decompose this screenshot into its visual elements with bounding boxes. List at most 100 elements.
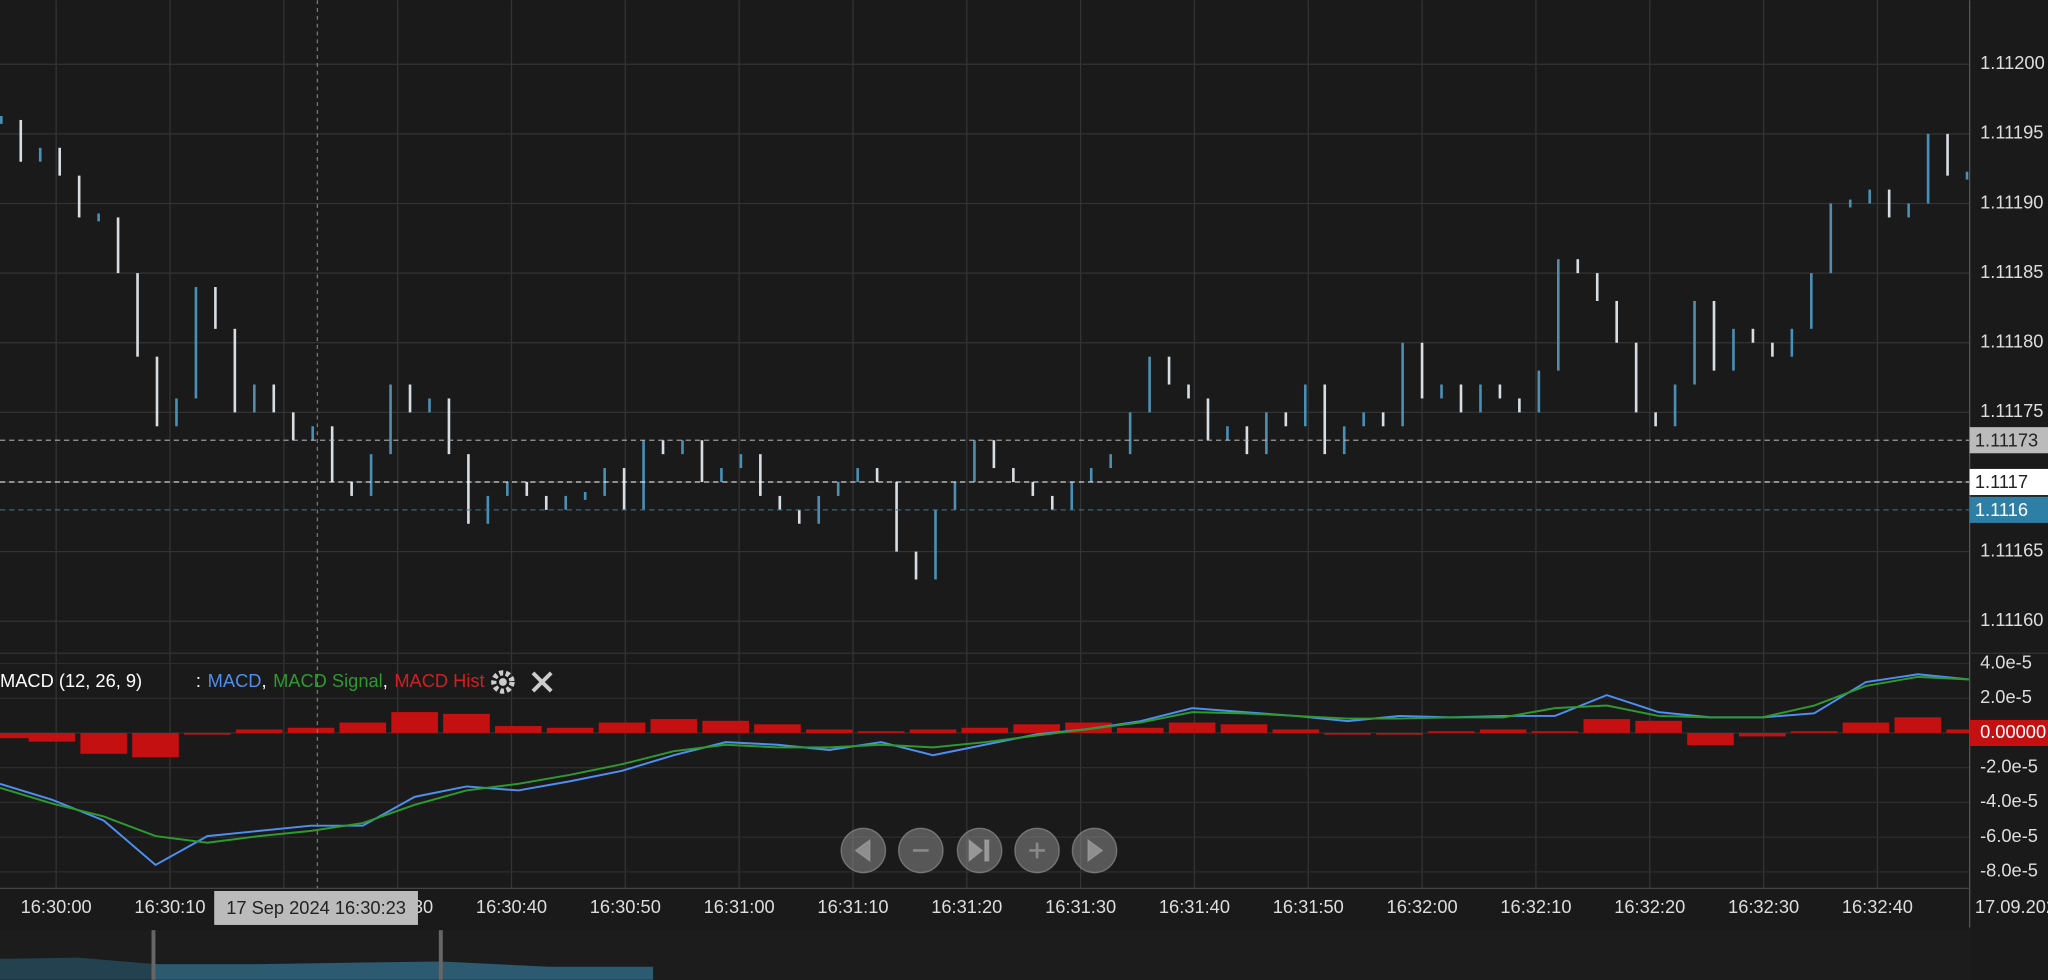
y-tick-label: 1.11195 bbox=[1980, 122, 2043, 143]
price-tick bbox=[1849, 200, 1852, 208]
legend-entry: MACD Hist bbox=[394, 670, 484, 691]
price-tick bbox=[1596, 273, 1599, 301]
price-tick bbox=[292, 412, 295, 440]
price-tick bbox=[311, 426, 314, 440]
price-label: 1.1117 bbox=[1975, 471, 2028, 492]
price-tick bbox=[234, 329, 237, 413]
price-tick bbox=[876, 468, 879, 482]
histogram-bar bbox=[236, 729, 283, 732]
price-tick bbox=[350, 482, 353, 496]
price-tick bbox=[1187, 385, 1190, 399]
x-tick-label: 16:32:00 bbox=[1387, 896, 1458, 917]
x-tick-label: 16:31:10 bbox=[817, 896, 888, 917]
price-tick bbox=[1752, 329, 1755, 343]
price-tick bbox=[1499, 385, 1502, 399]
price-tick bbox=[506, 482, 509, 496]
x-tick-label: 16:30:10 bbox=[134, 896, 205, 917]
price-tick bbox=[1479, 385, 1482, 413]
histogram-bar bbox=[340, 723, 387, 733]
y-tick-label: -2.0e-5 bbox=[1980, 756, 2038, 777]
y-tick-label: 1.11160 bbox=[1980, 609, 2043, 630]
price-tick bbox=[1557, 259, 1560, 370]
price-tick bbox=[1070, 482, 1073, 510]
price-tick bbox=[1090, 468, 1093, 482]
histogram-bar bbox=[1169, 723, 1216, 733]
price-tick bbox=[195, 287, 198, 398]
price-tick bbox=[895, 482, 898, 552]
price-tick bbox=[1693, 301, 1696, 385]
price-tick bbox=[1460, 385, 1463, 413]
legend-entry: MACD bbox=[208, 670, 262, 691]
histogram-bar bbox=[1480, 729, 1527, 732]
price-tick bbox=[214, 287, 217, 329]
price-tick bbox=[915, 552, 918, 580]
navigator-handle[interactable] bbox=[152, 930, 156, 980]
price-tick bbox=[175, 398, 178, 426]
histogram-bar bbox=[1428, 731, 1475, 733]
price-tick bbox=[370, 454, 373, 496]
price-tick bbox=[642, 440, 645, 510]
price-tick bbox=[564, 496, 567, 510]
price-tick bbox=[759, 454, 762, 496]
settings-icon-core bbox=[499, 678, 507, 686]
histogram-bar bbox=[910, 729, 957, 732]
y-tick-label: 1.11200 bbox=[1980, 52, 2045, 73]
price-tick bbox=[136, 273, 139, 357]
price-tick bbox=[993, 440, 996, 468]
histogram-bar bbox=[495, 726, 542, 733]
price-tick bbox=[0, 116, 3, 124]
histogram-bar bbox=[184, 733, 231, 735]
price-tick bbox=[1791, 329, 1794, 357]
x-tick-label: 16:32:40 bbox=[1842, 896, 1913, 917]
price-tick bbox=[78, 176, 81, 218]
histogram-bar bbox=[443, 714, 490, 733]
price-tick bbox=[1771, 343, 1774, 357]
price-tick bbox=[1946, 134, 1949, 176]
indicator-legend: MACD (12, 26, 9):MACD,MACD Signal,MACD H… bbox=[0, 670, 551, 691]
indicator-title: MACD (12, 26, 9) bbox=[0, 670, 142, 691]
price-tick bbox=[1323, 385, 1326, 455]
x-tick-label: 16:30:50 bbox=[590, 896, 661, 917]
price-tick bbox=[525, 482, 528, 496]
x-tick-label: 16:32:20 bbox=[1614, 896, 1685, 917]
price-tick bbox=[448, 398, 451, 454]
price-tick bbox=[1285, 412, 1288, 426]
price-tick bbox=[740, 454, 743, 468]
histogram-bar bbox=[1894, 717, 1941, 733]
histogram-bar bbox=[1791, 731, 1838, 733]
x-tick-label: 16:31:40 bbox=[1159, 896, 1230, 917]
histogram-bar bbox=[1843, 723, 1890, 733]
price-tick bbox=[97, 214, 100, 222]
histogram-bar bbox=[288, 728, 335, 733]
price-tick bbox=[1674, 385, 1677, 427]
price-tick bbox=[779, 496, 782, 510]
histogram-bar bbox=[1376, 733, 1423, 735]
crosshair-label: 17 Sep 2024 16:30:23 bbox=[226, 897, 406, 918]
x-edge-label: 17.09.202 bbox=[1975, 896, 2048, 917]
price-tick bbox=[1538, 371, 1541, 413]
price-tick bbox=[973, 440, 976, 482]
legend-separator: : bbox=[196, 670, 201, 691]
price-tick bbox=[856, 468, 859, 482]
histogram-bar bbox=[391, 712, 438, 733]
navigator-handle[interactable] bbox=[439, 930, 443, 980]
histogram-bar bbox=[547, 728, 594, 733]
x-tick-label: 16:30:00 bbox=[21, 896, 92, 917]
price-tick bbox=[1829, 204, 1832, 274]
price-tick bbox=[331, 426, 334, 482]
histogram-bar bbox=[1117, 728, 1164, 733]
price-tick bbox=[1810, 273, 1813, 329]
price-tick bbox=[1207, 398, 1210, 440]
price-tick bbox=[117, 217, 120, 273]
histogram-bar bbox=[702, 721, 749, 733]
price-tick bbox=[1907, 204, 1910, 218]
price-tick bbox=[1012, 468, 1015, 482]
y-tick-label: -6.0e-5 bbox=[1980, 825, 2038, 846]
histogram-bar bbox=[754, 724, 801, 733]
price-tick bbox=[1713, 301, 1716, 371]
price-tick bbox=[681, 440, 684, 454]
x-tick-label: 16:31:50 bbox=[1273, 896, 1344, 917]
histogram-bar bbox=[1739, 733, 1786, 736]
